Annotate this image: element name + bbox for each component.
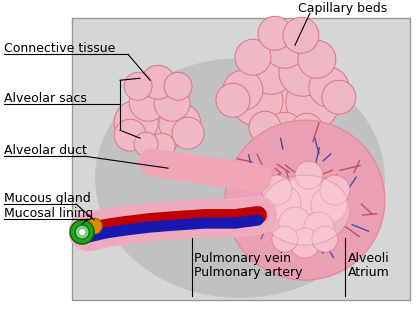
Ellipse shape (260, 175, 350, 245)
Circle shape (298, 40, 336, 78)
Circle shape (216, 83, 250, 117)
Circle shape (265, 185, 301, 221)
Circle shape (295, 161, 323, 189)
Circle shape (172, 117, 204, 149)
Circle shape (267, 112, 303, 148)
Circle shape (149, 133, 175, 159)
Circle shape (164, 72, 192, 100)
Circle shape (225, 120, 385, 280)
Circle shape (70, 220, 94, 244)
Text: Capillary beds: Capillary beds (298, 2, 387, 15)
Circle shape (311, 187, 347, 223)
Text: Mucosal lining: Mucosal lining (4, 207, 94, 220)
Text: Pulmonary vein: Pulmonary vein (194, 251, 291, 265)
Circle shape (141, 65, 175, 99)
Circle shape (124, 72, 152, 100)
Circle shape (86, 218, 102, 234)
Circle shape (258, 16, 292, 50)
Circle shape (285, 175, 325, 215)
Text: Pulmonary artery: Pulmonary artery (194, 266, 303, 279)
Text: Mucous gland: Mucous gland (4, 192, 91, 205)
Circle shape (290, 228, 320, 258)
Text: Connective tissue: Connective tissue (4, 42, 116, 55)
Circle shape (235, 39, 271, 75)
Circle shape (231, 74, 283, 126)
Circle shape (249, 111, 281, 143)
Circle shape (154, 85, 190, 121)
Circle shape (129, 83, 167, 121)
Circle shape (309, 67, 349, 107)
Text: Atrium: Atrium (348, 266, 390, 279)
Circle shape (114, 100, 158, 144)
Circle shape (320, 175, 350, 205)
Circle shape (279, 48, 327, 96)
Circle shape (312, 226, 338, 252)
Circle shape (159, 103, 201, 145)
Circle shape (283, 17, 319, 53)
Circle shape (262, 175, 292, 205)
Text: Alveoli: Alveoli (348, 251, 390, 265)
Circle shape (114, 119, 146, 151)
Circle shape (247, 46, 295, 94)
Circle shape (134, 132, 158, 156)
Circle shape (272, 226, 298, 252)
Ellipse shape (95, 58, 385, 298)
Circle shape (133, 105, 183, 155)
Circle shape (79, 229, 85, 235)
Circle shape (322, 80, 356, 114)
Circle shape (255, 75, 315, 135)
Circle shape (291, 113, 323, 145)
Circle shape (279, 207, 311, 239)
Circle shape (304, 212, 334, 242)
Text: Alveolar duct: Alveolar duct (4, 144, 87, 157)
Circle shape (75, 225, 89, 239)
Text: Alveolar sacs: Alveolar sacs (4, 92, 87, 105)
Circle shape (286, 75, 340, 129)
Bar (72, 18, 410, 300)
Circle shape (264, 26, 306, 68)
Circle shape (223, 70, 263, 110)
